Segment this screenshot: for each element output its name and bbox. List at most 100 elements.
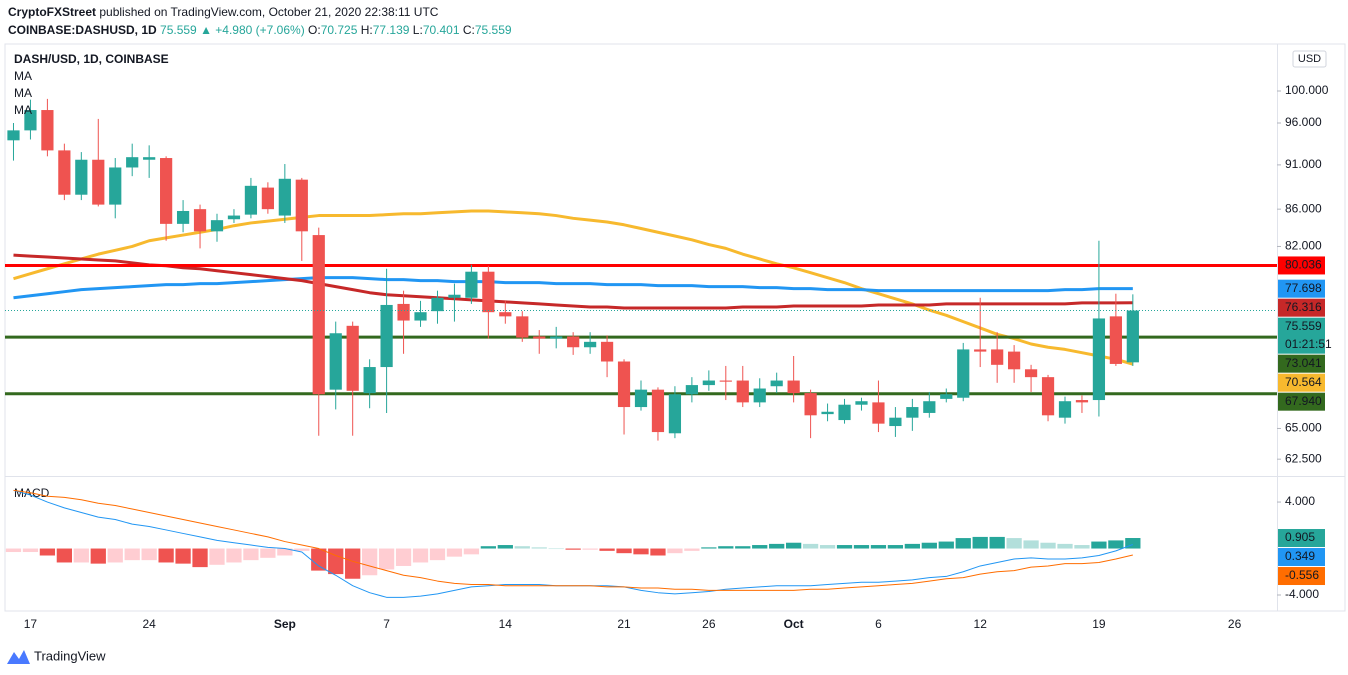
candle-body	[533, 336, 546, 339]
candle-body	[855, 401, 868, 405]
x-tick-label: Sep	[274, 617, 296, 631]
candle-body	[278, 178, 291, 216]
candle-body	[210, 220, 224, 232]
histogram-bar	[412, 548, 429, 563]
histogram-bar	[1040, 542, 1056, 549]
histogram-bar	[107, 548, 123, 563]
candle-body	[1041, 377, 1055, 416]
histogram-bar	[1125, 538, 1141, 549]
price-label: 80.036	[1285, 258, 1322, 272]
ohlc-label: O:	[308, 23, 321, 37]
histogram-bar	[650, 548, 666, 556]
histogram-bar	[22, 548, 39, 553]
candle-body	[584, 341, 597, 348]
ohlc-value: 70.401	[422, 23, 460, 37]
ohlc-value: 75.559	[474, 23, 512, 37]
x-tick-label: 7	[383, 617, 390, 631]
candle-body	[617, 361, 631, 408]
candle-body	[448, 294, 461, 298]
price-label-box	[1278, 548, 1325, 567]
histogram-bar	[938, 541, 954, 549]
histogram-bar	[921, 542, 937, 549]
candle-body	[600, 341, 614, 362]
histogram-bar	[870, 545, 887, 549]
candle-body	[227, 215, 241, 220]
histogram-bar	[514, 546, 530, 549]
ohlc-label: C:	[462, 23, 475, 37]
price-label-box	[1278, 317, 1325, 354]
line-series	[13, 276, 1133, 300]
price-label: 01:21:51	[1285, 337, 1332, 351]
histogram-bar	[73, 548, 89, 563]
candle-body	[634, 389, 648, 408]
ohlc-label: H:	[360, 23, 373, 37]
candle-body	[24, 110, 37, 131]
candle-body	[176, 210, 190, 224]
histogram-bar	[328, 548, 344, 575]
header: CryptoFXStreet published on TradingView.…	[8, 3, 512, 39]
candle-body	[685, 385, 698, 395]
histogram-bar	[226, 548, 242, 563]
candle-body	[889, 417, 902, 427]
candle-body	[329, 333, 342, 390]
published: published on TradingView.com, October 21…	[99, 5, 439, 19]
price-label-box	[1278, 298, 1325, 317]
histogram-bar	[5, 548, 22, 553]
histogram-bar	[446, 548, 463, 557]
histogram-bar	[904, 543, 920, 549]
candle-body	[414, 312, 427, 321]
histogram-bar	[429, 548, 446, 561]
candle-body	[143, 157, 156, 160]
histogram-bar	[480, 546, 496, 549]
candle-body	[380, 304, 393, 368]
histogram-bar	[667, 548, 683, 554]
histogram-bar	[718, 546, 734, 549]
ohlc-value: 70.725	[320, 23, 358, 37]
candle-body	[75, 159, 88, 195]
y-tick-label: 100.000	[1285, 83, 1329, 97]
candle-body	[261, 187, 274, 210]
candle-body	[821, 411, 834, 415]
y-tick-label: 65.000	[1285, 421, 1322, 435]
candle-body	[295, 179, 308, 232]
candle-body	[668, 394, 682, 434]
candle-body	[193, 209, 207, 232]
candle-body	[41, 110, 54, 151]
histogram-bar	[887, 545, 904, 549]
x-tick-label: Oct	[784, 617, 804, 631]
candle-body	[702, 380, 715, 386]
histogram-bar	[277, 548, 293, 556]
histogram-bar	[701, 547, 717, 549]
histogram-bar	[463, 548, 480, 555]
candle-body	[872, 402, 885, 424]
currency-box[interactable]	[1292, 50, 1327, 68]
candle-body	[499, 312, 512, 317]
candle-body	[1024, 369, 1038, 378]
histogram-bar	[1057, 543, 1073, 549]
x-tick-label: 24	[142, 617, 156, 631]
candle-body	[160, 158, 173, 224]
currency: USD	[1298, 53, 1321, 65]
price: 75.559	[160, 23, 197, 37]
candle-body	[244, 185, 258, 215]
histogram-bar	[786, 542, 802, 549]
candle-body	[736, 380, 749, 403]
histogram-bar	[582, 548, 598, 550]
histogram-bar	[124, 548, 140, 561]
histogram-bar	[1023, 540, 1039, 549]
histogram-bar	[684, 548, 700, 551]
candle-body	[516, 316, 529, 338]
histogram-bar	[1074, 545, 1090, 549]
price-label-box	[1278, 373, 1325, 392]
y-tick-label: 86.000	[1285, 201, 1322, 215]
histogram-bar	[345, 548, 361, 579]
y-tick-label: -4.000	[1285, 587, 1319, 601]
line-series	[13, 253, 1133, 310]
candle-body	[770, 380, 783, 387]
price-label-box	[1278, 567, 1325, 586]
candle-body	[126, 157, 139, 168]
candle-body	[7, 130, 20, 141]
y-tick-label: 91.000	[1285, 157, 1322, 171]
candle-body	[838, 404, 851, 421]
